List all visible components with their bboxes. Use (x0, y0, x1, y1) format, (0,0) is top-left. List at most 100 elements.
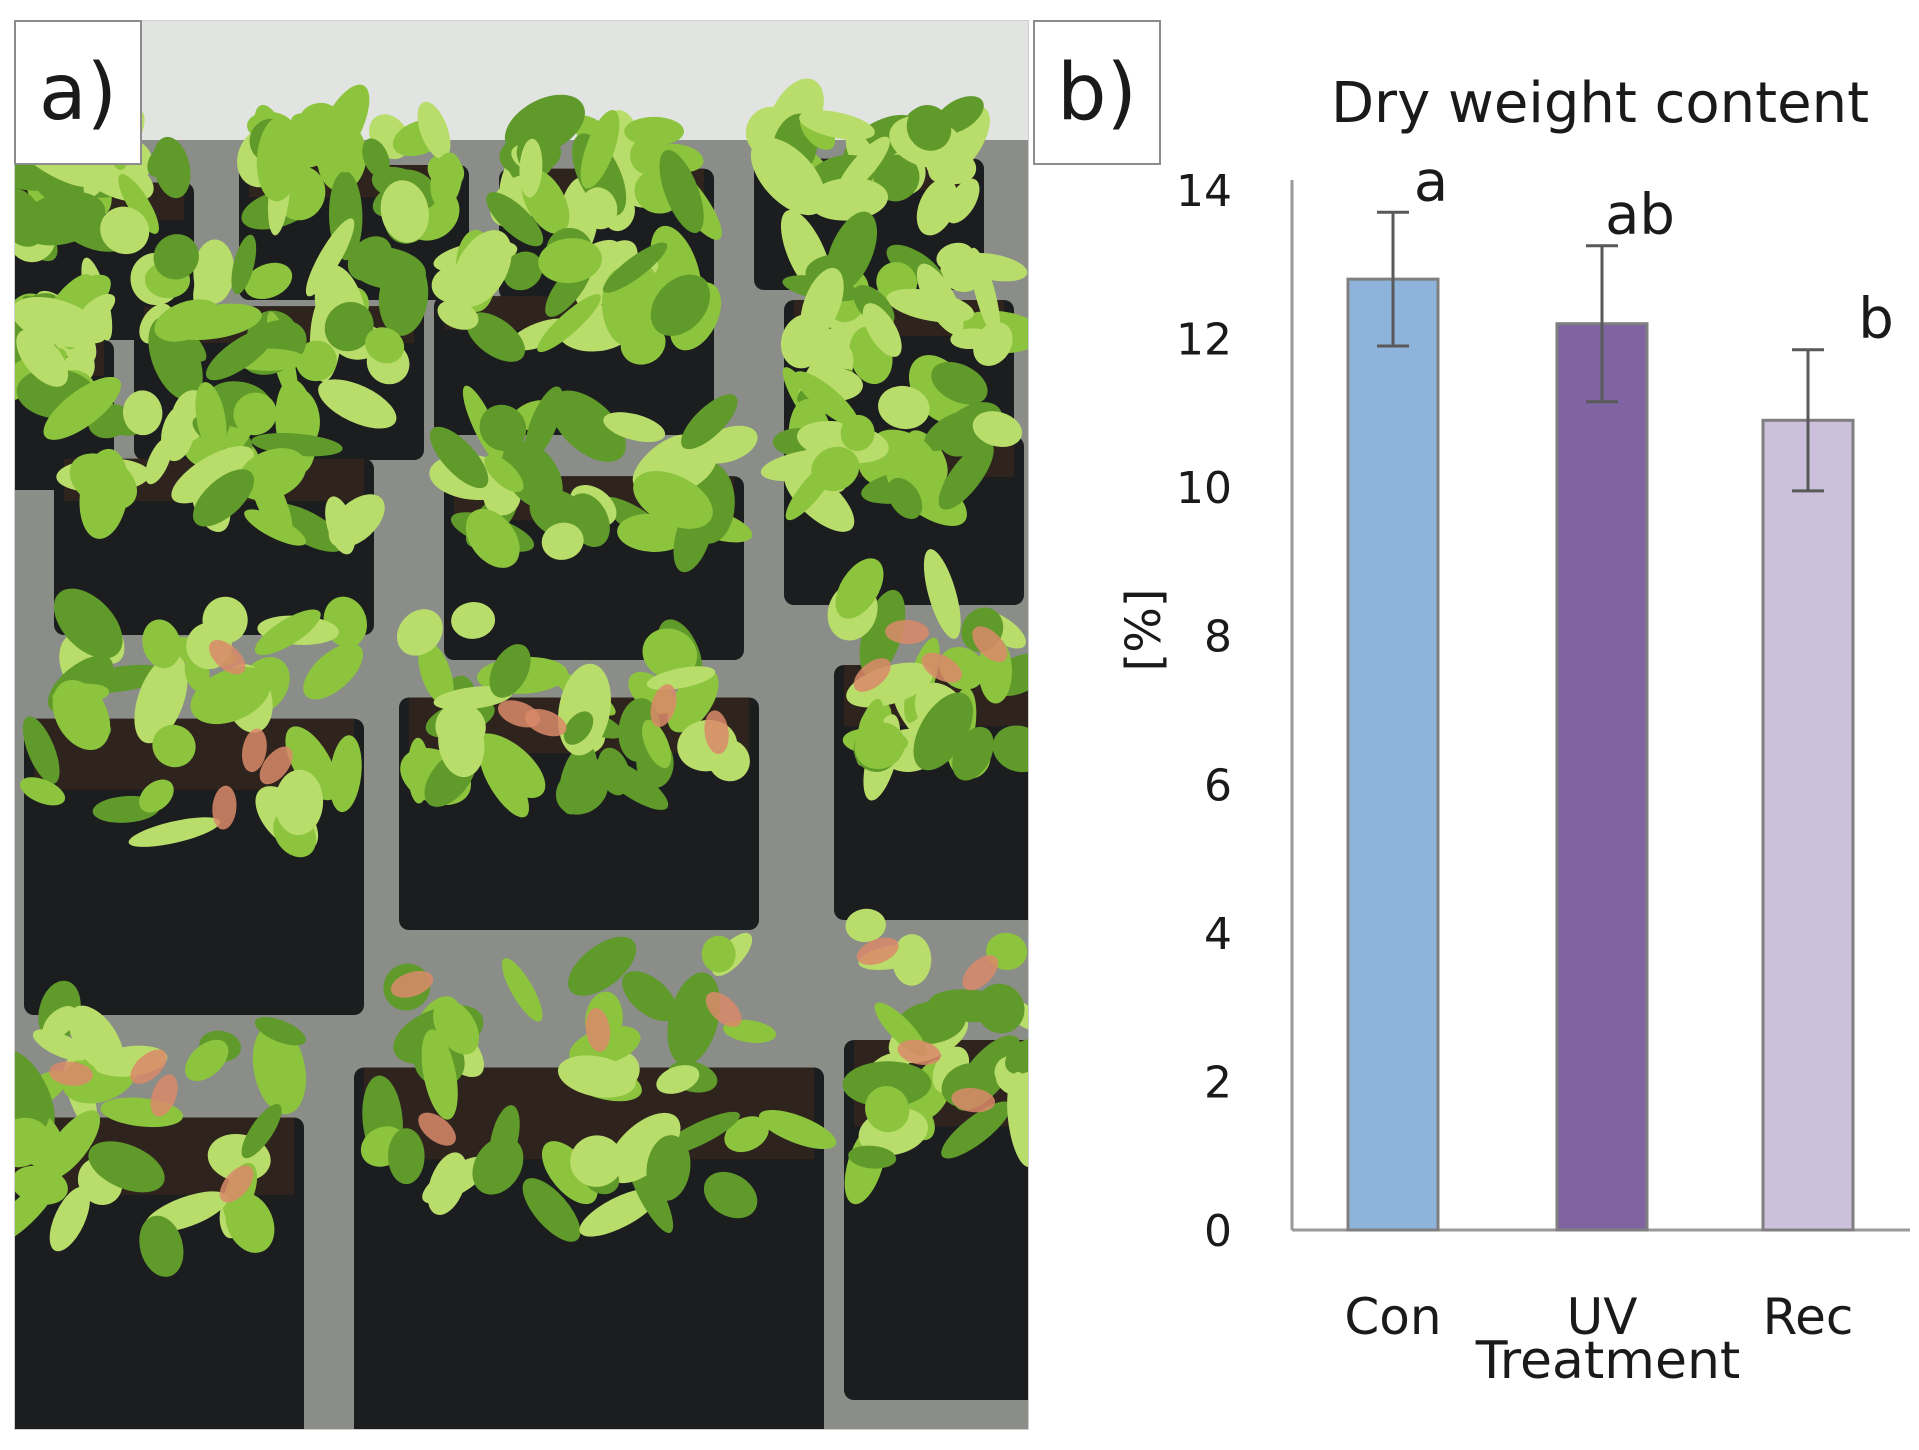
chart-title: Dry weight content (1331, 71, 1869, 136)
flytrap-leaf (484, 454, 524, 493)
flytrap-leaf (845, 908, 886, 943)
flytrap-leaf (724, 1116, 769, 1153)
flytrap-leaf (633, 471, 713, 529)
flytrap-leaf (479, 404, 527, 452)
flytrap-leaf (41, 1110, 101, 1180)
flytrap-leaf (848, 1145, 897, 1169)
flytrap-trap (885, 619, 929, 645)
flytrap-trap (650, 684, 677, 728)
flytrap-leaf (486, 192, 544, 247)
flytrap-leaf (154, 299, 220, 342)
flytrap-leaf (43, 376, 122, 440)
y-axis-label: [%] (1116, 588, 1172, 671)
flytrap-leaf (538, 238, 603, 284)
flytrap-leaf (570, 1135, 624, 1187)
significance-letter: b (1858, 287, 1894, 352)
y-tick-label: 12 (1176, 315, 1232, 366)
flytrap-leaf (192, 469, 255, 527)
flytrap-leaf (541, 522, 584, 560)
y-tick-label: 10 (1176, 463, 1232, 514)
flytrap-leaf (362, 138, 390, 178)
flytrap-leaf (557, 1055, 636, 1098)
flytrap-leaf (842, 1061, 932, 1107)
flytrap-leaf (854, 722, 905, 770)
flytrap-leaf (122, 390, 163, 436)
flytrap-leaf (624, 116, 684, 146)
flytrap-leaf (525, 386, 564, 460)
flytrap-leaf (489, 1105, 520, 1172)
flytrap-leaf (205, 328, 275, 381)
flytrap-trap (704, 710, 729, 755)
x-axis-label: Treatment (1475, 1331, 1741, 1391)
flytrap-leaf (421, 1029, 458, 1120)
flytrap-leaf (396, 609, 443, 656)
flytrap-leaf (347, 236, 392, 281)
flytrap-leaf (254, 1016, 306, 1046)
significance-letter: ab (1605, 183, 1675, 248)
flytrap-leaf (906, 105, 952, 151)
flytrap-trap (921, 652, 962, 683)
flytrap-leaf (873, 429, 935, 472)
flytrap-leaf (254, 609, 321, 656)
flytrap-leaf (886, 288, 974, 323)
flytrap-trap (130, 1049, 167, 1084)
flytrap-leaf (145, 437, 173, 485)
flytrap-leaf (750, 137, 826, 216)
flytrap-leaf (52, 680, 111, 750)
flytrap-leaf (100, 206, 150, 255)
flytrap-leaf (602, 242, 668, 293)
flytrap-leaf (603, 412, 666, 443)
flytrap-leaf (667, 668, 719, 733)
flytrap-leaf (305, 218, 355, 297)
flytrap-leaf (430, 152, 463, 209)
flytrap-trap (390, 970, 434, 998)
y-tick-label: 8 (1204, 612, 1232, 663)
flytrap-leaf (128, 817, 221, 847)
flytrap-leaf (388, 1128, 425, 1185)
significance-letter: a (1414, 149, 1448, 214)
flytrap-leaf (325, 496, 356, 555)
flytrap-leaf (53, 588, 123, 659)
flytrap-trap (241, 728, 267, 773)
panel-label-a: a) (14, 20, 142, 165)
flytrap-leaf (972, 411, 1023, 448)
flytrap-leaf (563, 711, 594, 745)
flytrap-leaf (800, 267, 844, 340)
flytrap-leaf (14, 1117, 50, 1168)
flytrap-leaf (596, 757, 669, 810)
flytrap-trap (585, 1008, 611, 1052)
flytrap-leaf (703, 1171, 758, 1219)
flytrap-leaf (630, 136, 667, 175)
flytrap-trap (49, 1061, 93, 1086)
flytrap-leaf (380, 180, 429, 243)
flytrap-leaf (928, 989, 1010, 1023)
flytrap-leaf (650, 274, 711, 336)
flytrap-leaf (620, 322, 666, 365)
flytrap-leaf (438, 708, 485, 778)
flytrap-leaf (417, 101, 451, 160)
flytrap-trap (853, 658, 891, 692)
flytrap-leaf (941, 1101, 1011, 1159)
flytrap-leaf (579, 1188, 659, 1237)
flytrap-leaf (193, 239, 235, 305)
flytrap-leaf (473, 733, 546, 798)
flytrap-trap (219, 1165, 254, 1203)
flytrap-leaf (938, 441, 994, 510)
flytrap-leaf (252, 1023, 307, 1115)
flytrap-leaf (16, 329, 69, 387)
flytrap-leaf (1007, 1072, 1029, 1167)
bar-uv (1555, 322, 1649, 1232)
flytrap-leaf (862, 303, 902, 357)
flytrap-leaf (190, 666, 271, 725)
flytrap-leaf (808, 177, 889, 221)
flytrap-leaf (642, 719, 672, 769)
flytrap-leaf (799, 110, 875, 140)
plant-pot (54, 458, 374, 635)
flytrap-leaf (681, 394, 738, 450)
flytrap-trap (962, 955, 999, 991)
flytrap-leaf (1005, 1038, 1029, 1075)
flytrap-leaf (840, 414, 875, 452)
x-tick-label: Rec (1763, 1288, 1854, 1346)
flytrap-leaf (923, 549, 961, 639)
flytrap-trap (150, 1074, 178, 1117)
